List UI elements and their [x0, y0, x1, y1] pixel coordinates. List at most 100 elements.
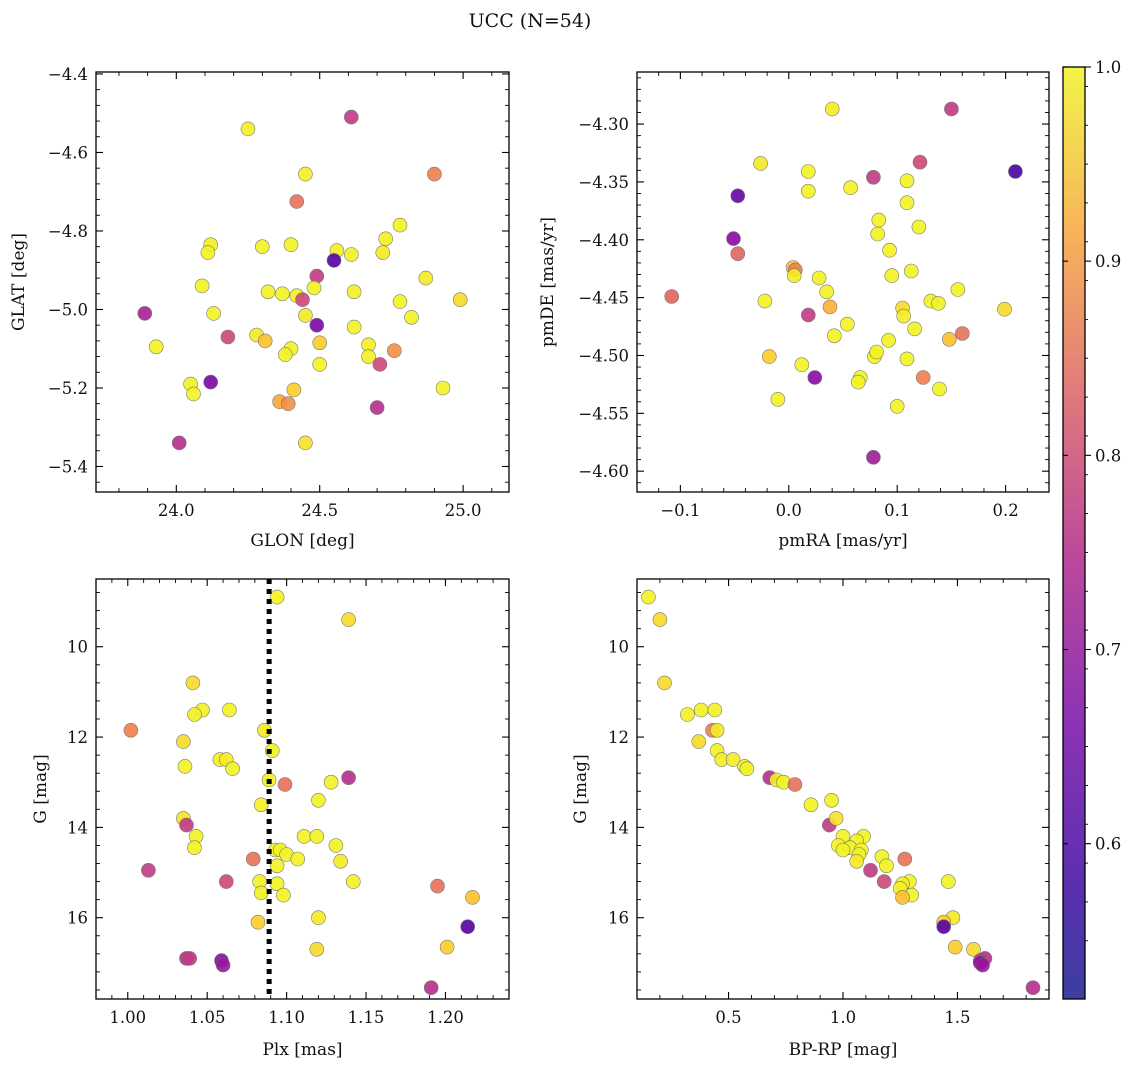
scatter-point: [240, 121, 256, 137]
scatter-point: [896, 308, 912, 324]
scatter-point: [936, 919, 952, 935]
scatter-point: [843, 180, 858, 195]
scatter-point: [141, 862, 156, 878]
y-tick-label: −4.35: [578, 173, 629, 192]
x-axis-label: GLON [deg]: [250, 531, 354, 551]
scatter-point: [264, 743, 280, 758]
x-axis-label: BP-RP [mag]: [789, 1040, 898, 1060]
x-tick-label: 1.10: [268, 1008, 305, 1027]
x-tick-label: 0.5: [715, 1008, 741, 1027]
scatter-point: [311, 792, 326, 808]
scatter-point: [870, 226, 886, 242]
tick-labels: 24.0 24.5 25.0 −5.4 −5.2 −5.0 −4.8 −4.6 −4.4: [48, 65, 482, 520]
scatter-point: [931, 296, 946, 311]
colorbar-tick-label: 0.6: [1095, 835, 1121, 854]
scatter-point: [253, 885, 269, 901]
x-tick-label: 1.20: [427, 1008, 464, 1027]
scatter-point: [269, 589, 285, 605]
scatter-point: [452, 292, 468, 308]
axes-frame: [95, 578, 510, 1000]
scatter-points-glon-glat: [137, 109, 468, 451]
tick-labels: −0.1 0.0 0.1 0.2 −4.60 −4.55 −4.50 −4.45 −4.40 −4…: [578, 115, 1018, 520]
scatter-point: [849, 853, 865, 869]
scatter-point: [811, 270, 827, 286]
scatter-point: [819, 284, 835, 300]
scatter-point: [220, 329, 236, 345]
y-tick-label: 16: [608, 909, 629, 928]
scatter-point: [435, 380, 451, 396]
scatter-point: [884, 268, 900, 283]
scatter-point: [275, 286, 290, 302]
colorbar-tick-label: 0.8: [1095, 446, 1121, 465]
scatter-point: [794, 357, 810, 373]
colorbar: 0.6 0.7 0.8 0.9 1.0: [1062, 58, 1121, 1000]
y-tick-label: −5.2: [48, 379, 88, 398]
scatter-point: [691, 734, 707, 749]
scatter-point: [770, 392, 786, 407]
scatter-point: [912, 154, 928, 170]
scatter-point: [664, 289, 680, 304]
scatter-points-pmra-pmde: [664, 101, 1023, 465]
scatter-point: [876, 874, 892, 889]
scatter-point: [826, 328, 842, 344]
scatter-point: [869, 344, 884, 360]
scatter-point: [286, 382, 302, 398]
scatter-point: [1008, 164, 1023, 179]
scatter-point: [186, 386, 201, 402]
scatter-point: [418, 270, 434, 286]
scatter-point: [219, 874, 234, 889]
y-axis-label: G [mag]: [571, 754, 591, 823]
scatter-point: [171, 435, 187, 451]
scatter-point: [427, 166, 442, 182]
scatter-point: [881, 333, 896, 348]
y-tick-label: −4.40: [578, 231, 629, 250]
y-tick-label: −4.4: [48, 65, 88, 84]
scatter-point: [257, 333, 273, 349]
x-tick-label: 25.0: [445, 501, 482, 520]
y-tick-label: 10: [608, 638, 629, 657]
scatter-point: [915, 370, 931, 385]
x-tick-label: 0.2: [993, 501, 1019, 520]
scatter-point: [176, 734, 191, 749]
scatter-point: [277, 777, 293, 792]
scatter-points-bprp-g: [641, 589, 1041, 996]
y-tick-label: −4.50: [578, 346, 629, 365]
scatter-point: [824, 101, 840, 117]
scatter-point: [839, 316, 855, 332]
scatter-point: [326, 253, 342, 268]
scatter-point: [903, 263, 919, 279]
scatter-point: [312, 335, 328, 351]
y-tick-label: 14: [608, 818, 629, 837]
scatter-point: [298, 308, 313, 323]
scatter-point: [404, 309, 419, 325]
scatter-point: [430, 878, 445, 894]
panel-bprp-g: 0.5 1.0 1.5 10 12 14 16 BP-RP [mag] G [mag]: [571, 578, 1050, 1060]
tick-marks: [96, 72, 509, 492]
x-tick-label: 0.1: [884, 501, 910, 520]
y-tick-label: −4.45: [578, 289, 629, 308]
x-axis-label: Plx [mas]: [262, 1040, 342, 1060]
scatter-point: [899, 173, 915, 189]
y-axis-label: G [mag]: [31, 754, 51, 823]
scatter-point: [439, 939, 455, 955]
scatter-point: [346, 319, 362, 335]
x-tick-label: 1.15: [348, 1008, 385, 1027]
scatter-point: [343, 247, 359, 262]
scatter-point: [954, 326, 970, 341]
scatter-point: [369, 400, 385, 415]
scatter-point: [465, 890, 480, 905]
scatter-point: [966, 941, 981, 957]
scatter-point: [807, 370, 823, 385]
x-tick-label: 1.0: [830, 1008, 856, 1027]
scatter-point: [889, 399, 905, 414]
tick-marks: [636, 579, 1050, 999]
scatter-point: [283, 237, 299, 252]
scatter-point: [246, 851, 261, 867]
x-tick-label: 1.05: [189, 1008, 226, 1027]
scatter-point: [641, 589, 656, 605]
scatter-point: [392, 294, 408, 309]
scatter-point: [787, 777, 803, 792]
scatter-point: [707, 702, 723, 718]
scatter-point: [343, 109, 359, 125]
axes-frame: [636, 578, 1050, 1000]
